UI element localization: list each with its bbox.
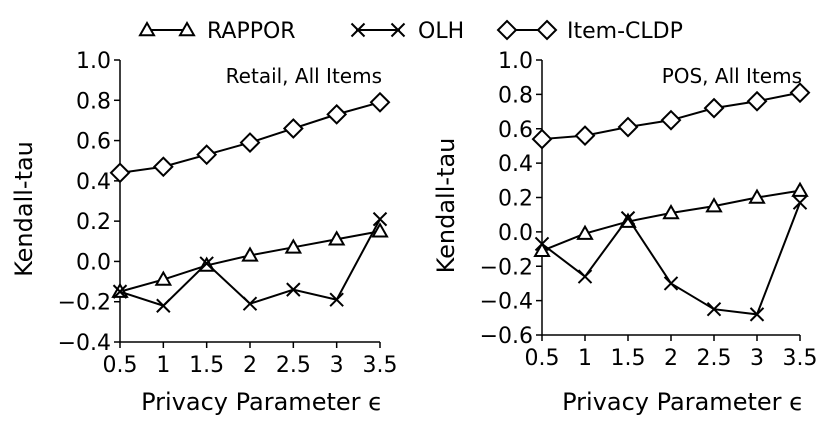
x-tick-label: 2 [664, 346, 678, 371]
y-axis-label: Kendall-tau [432, 138, 460, 274]
data-point [371, 222, 389, 238]
data-point [533, 241, 551, 258]
y-tick-label: 0.6 [76, 130, 111, 155]
data-point [369, 91, 391, 113]
data-point [372, 211, 388, 227]
data-point [617, 116, 639, 138]
x-tick-label: 1 [156, 353, 170, 378]
series-rappor [533, 181, 809, 258]
y-tick-label: 0.0 [498, 221, 533, 246]
y-axis-label: Kendall-tau [10, 141, 38, 277]
data-point [706, 302, 722, 317]
x-tick-label: 3.5 [363, 353, 398, 378]
x-tick-label: 3 [750, 346, 764, 371]
data-point [112, 284, 128, 299]
data-point [620, 210, 636, 226]
x-tick-label: 2.5 [276, 353, 311, 378]
x-tick-label: 2.5 [697, 346, 732, 371]
data-point [196, 144, 218, 166]
data-point [239, 132, 261, 154]
data-point [242, 296, 258, 311]
y-tick-label: 0.4 [76, 170, 111, 195]
legend-label: OLH [418, 19, 464, 44]
data-point [531, 128, 553, 150]
y-tick-label: 1.0 [76, 49, 111, 74]
data-point [327, 230, 346, 246]
data-point [705, 197, 723, 213]
legend-label: RAPPOR [207, 19, 296, 44]
data-point [199, 256, 214, 271]
legend-marker [390, 22, 406, 38]
y-tick-label: 0.4 [498, 152, 533, 177]
data-point [109, 162, 131, 184]
data-point [749, 307, 765, 322]
series-item-cldp [109, 91, 391, 184]
data-point [329, 292, 344, 307]
data-point [154, 270, 173, 286]
legend-marker [350, 22, 366, 38]
data-point [792, 195, 808, 210]
x-tick-label: 3.5 [783, 346, 818, 371]
legend-marker [496, 19, 518, 41]
data-point [326, 103, 348, 125]
data-point [703, 97, 725, 119]
y-tick-label: −0.4 [480, 290, 533, 315]
data-point [748, 188, 766, 204]
data-point [789, 82, 811, 104]
series-item-cldp [531, 82, 811, 150]
data-point [662, 203, 680, 220]
legend-marker [138, 20, 156, 37]
data-point [241, 246, 259, 262]
y-tick-label: −0.4 [58, 331, 111, 356]
data-point [152, 156, 174, 178]
data-point [284, 238, 303, 254]
series-olh [112, 211, 388, 313]
legend-marker [178, 20, 196, 37]
data-point [577, 269, 593, 284]
data-point [282, 118, 304, 139]
y-tick-label: 0.8 [76, 89, 111, 114]
y-tick-label: 0.8 [498, 83, 533, 108]
series-rappor [111, 222, 389, 298]
panel-retail: −0.4 −0.2 0.0 0.2 0.4 0.6 0.8 1.0 0.5 1 1.5 2 2.5 3 3.… [10, 49, 398, 416]
panel-pos: −0.6 −0.4 −0.2 0.0 0.2 0.4 0.6 0.8 1.0 0.5 1 1.5 2 2.… [432, 49, 818, 416]
x-axis-label: Privacy Parameter ϵ [562, 388, 804, 416]
series-line [119, 218, 381, 307]
panel-annotation: POS, All Items [662, 64, 802, 88]
y-tick-label: −0.6 [480, 324, 533, 349]
data-point [534, 236, 550, 252]
x-tick-label: 1 [578, 346, 592, 371]
data-point [663, 276, 679, 291]
data-point [660, 109, 682, 131]
legend: RAPPOR OLH Item-CLDP [138, 19, 683, 44]
data-point [576, 224, 594, 240]
x-tick-label: 0.5 [103, 353, 138, 378]
data-point [791, 181, 809, 197]
x-axis-label: Privacy Parameter ϵ [141, 388, 383, 416]
x-tick-label: 2 [243, 353, 257, 378]
series-line [541, 202, 801, 316]
x-tick-label: 1.5 [189, 353, 224, 378]
legend-label: Item-CLDP [567, 19, 683, 44]
series-olh [534, 195, 808, 322]
data-point [746, 90, 768, 112]
y-tick-label: −0.2 [58, 291, 111, 316]
y-tick-label: 1.0 [498, 49, 533, 74]
x-tick-label: 0.5 [525, 346, 560, 371]
legend-marker [536, 19, 558, 41]
panel-annotation: Retail, All Items [226, 64, 382, 88]
y-tick-label: 0.6 [498, 118, 533, 143]
data-point [286, 282, 301, 297]
data-point [156, 298, 171, 313]
y-tick-label: −0.2 [480, 255, 533, 280]
x-tick-label: 3 [330, 353, 344, 378]
y-tick-label: 0.2 [76, 210, 111, 235]
data-point [574, 125, 596, 147]
axis-lines [119, 60, 380, 343]
y-tick-label: 0.2 [498, 187, 533, 212]
x-tick-label: 1.5 [611, 346, 646, 371]
y-tick-label: 0.0 [76, 250, 111, 275]
